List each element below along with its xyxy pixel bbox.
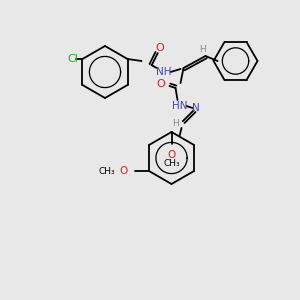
Text: CH₃: CH₃ bbox=[98, 167, 115, 176]
Text: H: H bbox=[199, 44, 206, 53]
Text: HN: HN bbox=[172, 101, 187, 111]
Text: NH: NH bbox=[156, 67, 171, 77]
Text: N: N bbox=[192, 103, 200, 113]
Text: O: O bbox=[167, 150, 175, 160]
Text: O: O bbox=[120, 166, 128, 176]
Text: H: H bbox=[172, 118, 179, 127]
Text: Cl: Cl bbox=[67, 54, 78, 64]
Text: O: O bbox=[155, 43, 164, 53]
Text: O: O bbox=[156, 79, 165, 89]
Text: CH₃: CH₃ bbox=[163, 160, 180, 169]
